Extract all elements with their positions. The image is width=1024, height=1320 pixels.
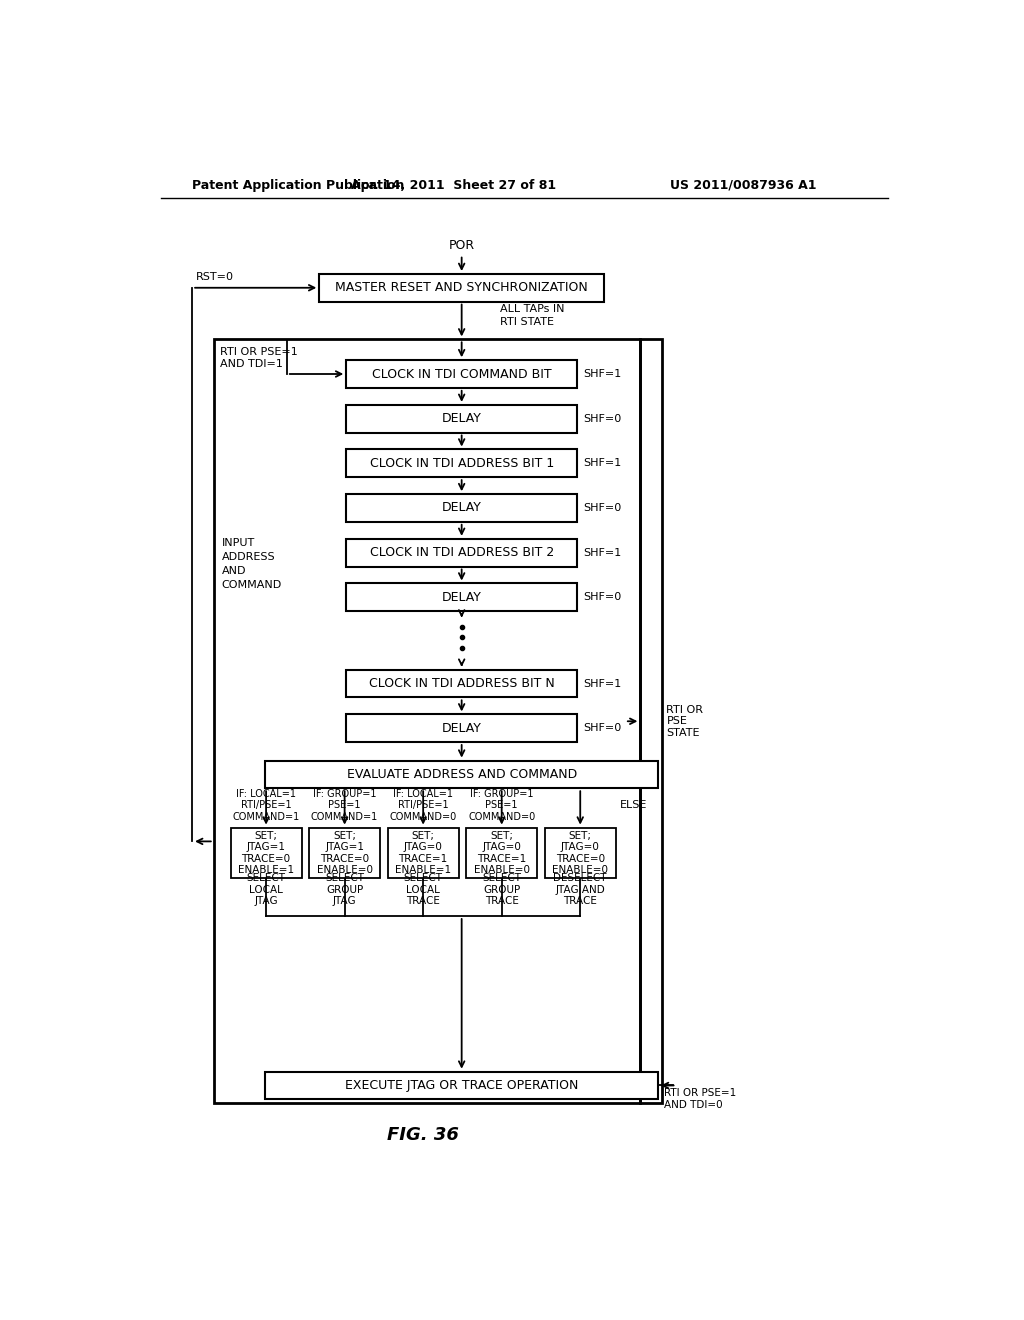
Bar (545, 828, 615, 878)
Text: RTI OR
PSE
STATE: RTI OR PSE STATE (667, 705, 703, 738)
Text: CLOCK IN TDI ADDRESS BIT 1: CLOCK IN TDI ADDRESS BIT 1 (370, 457, 554, 470)
Text: MASTER RESET AND SYNCHRONIZATION: MASTER RESET AND SYNCHRONIZATION (335, 281, 588, 294)
Text: IF: LOCAL=1
RTI/PSE=1
COMMAND=0: IF: LOCAL=1 RTI/PSE=1 COMMAND=0 (389, 788, 457, 822)
Text: AND TDI=0: AND TDI=0 (665, 1101, 723, 1110)
Text: CLOCK IN TDI ADDRESS BIT 2: CLOCK IN TDI ADDRESS BIT 2 (370, 546, 554, 560)
Bar (346, 360, 578, 388)
Text: POR: POR (449, 239, 475, 252)
Text: DESELECT
JTAG AND
TRACE: DESELECT JTAG AND TRACE (554, 874, 607, 907)
Text: IF: GROUP=1
PSE=1
COMMAND=1: IF: GROUP=1 PSE=1 COMMAND=1 (311, 788, 378, 822)
Bar (265, 760, 658, 788)
Bar (214, 339, 640, 1104)
Text: SET;
JTAG=1
TRACE=0
ENABLE=0: SET; JTAG=1 TRACE=0 ENABLE=0 (316, 830, 373, 875)
Text: AND: AND (221, 566, 246, 576)
Text: SET;
JTAG=0
TRACE=1
ENABLE=1: SET; JTAG=0 TRACE=1 ENABLE=1 (395, 830, 452, 875)
Text: SELECT
GROUP
JTAG: SELECT GROUP JTAG (326, 874, 365, 907)
Text: DELAY: DELAY (441, 502, 481, 515)
Text: SET;
JTAG=0
TRACE=1
ENABLE=0: SET; JTAG=0 TRACE=1 ENABLE=0 (474, 830, 529, 875)
Bar (346, 669, 578, 697)
Text: COMMAND: COMMAND (221, 579, 282, 590)
Bar (319, 275, 604, 302)
Text: RTI OR PSE=1: RTI OR PSE=1 (665, 1088, 736, 1098)
Text: SHF=0: SHF=0 (584, 503, 622, 513)
Text: EVALUATE ADDRESS AND COMMAND: EVALUATE ADDRESS AND COMMAND (346, 768, 577, 781)
Bar (346, 405, 578, 433)
Text: CLOCK IN TDI ADDRESS BIT N: CLOCK IN TDI ADDRESS BIT N (369, 677, 555, 690)
Text: SHF=1: SHF=1 (584, 458, 622, 469)
Bar (230, 828, 301, 878)
Text: ADDRESS: ADDRESS (221, 552, 275, 562)
Text: SELECT
GROUP
TRACE: SELECT GROUP TRACE (482, 874, 521, 907)
Text: EXECUTE JTAG OR TRACE OPERATION: EXECUTE JTAG OR TRACE OPERATION (345, 1078, 579, 1092)
Text: CLOCK IN TDI COMMAND BIT: CLOCK IN TDI COMMAND BIT (372, 367, 552, 380)
Bar (388, 828, 459, 878)
Text: AND TDI=1: AND TDI=1 (220, 359, 283, 370)
Text: RST=0: RST=0 (196, 272, 234, 282)
Text: ELSE: ELSE (621, 800, 647, 810)
Text: SHF=1: SHF=1 (584, 548, 622, 557)
Text: SHF=0: SHF=0 (584, 413, 622, 424)
Bar (265, 1072, 658, 1100)
Text: SHF=1: SHF=1 (584, 370, 622, 379)
Text: SELECT
LOCAL
JTAG: SELECT LOCAL JTAG (247, 874, 286, 907)
Text: Apr. 14, 2011  Sheet 27 of 81: Apr. 14, 2011 Sheet 27 of 81 (351, 178, 556, 191)
Text: RTI OR PSE=1: RTI OR PSE=1 (220, 347, 298, 356)
Text: ALL TAPs IN: ALL TAPs IN (500, 305, 564, 314)
Text: INPUT: INPUT (221, 539, 255, 548)
Bar (309, 828, 380, 878)
Text: DELAY: DELAY (441, 591, 481, 603)
Text: SET;
JTAG=1
TRACE=0
ENABLE=1: SET; JTAG=1 TRACE=0 ENABLE=1 (238, 830, 294, 875)
Bar (346, 539, 578, 566)
Text: IF: LOCAL=1
RTI/PSE=1
COMMAND=1: IF: LOCAL=1 RTI/PSE=1 COMMAND=1 (232, 788, 300, 822)
Bar (346, 449, 578, 478)
Text: IF: GROUP=1
PSE=1
COMMAND=0: IF: GROUP=1 PSE=1 COMMAND=0 (468, 788, 536, 822)
Text: SET;
JTAG=0
TRACE=0
ENABLE=0: SET; JTAG=0 TRACE=0 ENABLE=0 (552, 830, 608, 875)
Bar (346, 714, 578, 742)
Text: SHF=0: SHF=0 (584, 593, 622, 602)
Bar (346, 583, 578, 611)
Text: SHF=1: SHF=1 (584, 678, 622, 689)
Bar (466, 828, 538, 878)
Bar (640, 339, 662, 1104)
Text: RTI STATE: RTI STATE (500, 317, 554, 326)
Text: DELAY: DELAY (441, 412, 481, 425)
Text: Patent Application Publication: Patent Application Publication (193, 178, 404, 191)
Text: SELECT
LOCAL
TRACE: SELECT LOCAL TRACE (403, 874, 442, 907)
Text: DELAY: DELAY (441, 722, 481, 735)
Text: US 2011/0087936 A1: US 2011/0087936 A1 (670, 178, 816, 191)
Text: SHF=0: SHF=0 (584, 723, 622, 733)
Bar (346, 494, 578, 521)
Text: FIG. 36: FIG. 36 (387, 1126, 459, 1143)
